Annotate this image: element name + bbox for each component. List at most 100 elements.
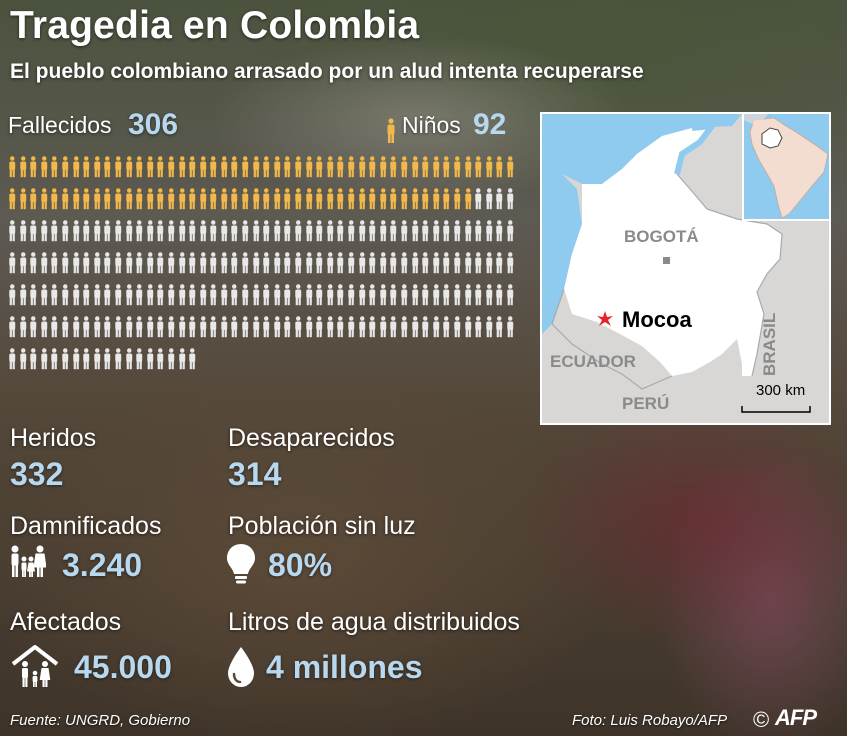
child-victim-icon xyxy=(199,156,206,178)
victims-label: Damnificados xyxy=(10,512,162,540)
child-victim-icon xyxy=(337,156,344,178)
adult-victim-icon xyxy=(72,252,79,274)
child-victim-icon xyxy=(252,156,259,178)
adult-victim-icon xyxy=(9,316,16,338)
child-victim-icon xyxy=(83,156,90,178)
adult-victim-icon xyxy=(231,316,238,338)
child-victim-icon xyxy=(157,156,164,178)
child-victim-icon xyxy=(51,188,58,210)
adult-victim-icon xyxy=(136,284,143,306)
adult-victim-icon xyxy=(475,284,482,306)
adult-victim-icon xyxy=(507,316,514,338)
adult-victim-icon xyxy=(401,252,408,274)
adult-victim-icon xyxy=(30,252,37,274)
adult-victim-icon xyxy=(422,284,429,306)
adult-victim-icon xyxy=(274,316,281,338)
child-victim-icon xyxy=(263,156,270,178)
source-note: Fuente: UNGRD, Gobierno xyxy=(10,712,191,729)
adult-victim-icon xyxy=(443,316,450,338)
child-victim-icon xyxy=(62,156,69,178)
family-icon xyxy=(11,545,46,577)
adult-victim-icon xyxy=(9,252,16,274)
south-america-inset-map xyxy=(742,114,829,221)
child-victim-icon xyxy=(9,188,16,210)
maracaibo-lake xyxy=(674,122,719,175)
adult-victim-icon xyxy=(295,220,302,242)
adult-victim-icon xyxy=(231,284,238,306)
adult-victim-icon xyxy=(263,316,270,338)
adult-victim-icon xyxy=(189,220,196,242)
child-victim-icon xyxy=(125,156,132,178)
child-victim-icon xyxy=(422,188,429,210)
adult-victim-icon xyxy=(157,252,164,274)
adult-victim-icon xyxy=(390,316,397,338)
brazil-label: BRASIL xyxy=(760,312,779,376)
child-victim-icon xyxy=(9,156,16,178)
adult-victim-icon xyxy=(380,220,387,242)
adult-victim-icon xyxy=(72,220,79,242)
adult-victim-icon xyxy=(337,316,344,338)
child-victim-icon xyxy=(358,188,365,210)
children-value: 92 xyxy=(473,108,507,141)
children-label: Niños xyxy=(402,112,461,138)
adult-victim-icon xyxy=(231,252,238,274)
child-victim-icon xyxy=(30,156,37,178)
adult-victim-icon xyxy=(125,348,132,370)
adult-victim-icon xyxy=(178,284,185,306)
adult-victim-icon xyxy=(316,220,323,242)
adult-victim-icon xyxy=(115,316,122,338)
victims-value: 3.240 xyxy=(62,547,143,583)
adult-victim-icon xyxy=(72,316,79,338)
adult-victim-icon xyxy=(464,316,471,338)
adult-victim-icon xyxy=(30,316,37,338)
child-victim-icon xyxy=(443,156,450,178)
child-victim-icon xyxy=(369,188,376,210)
adult-victim-icon xyxy=(422,316,429,338)
adult-victim-icon xyxy=(252,252,259,274)
adult-victim-icon xyxy=(242,252,249,274)
adult-victim-icon xyxy=(337,252,344,274)
adult-victim-icon xyxy=(380,252,387,274)
child-victim-icon xyxy=(189,188,196,210)
child-person-icon xyxy=(387,118,395,143)
copyright-symbol: © xyxy=(753,707,770,732)
adult-victim-icon xyxy=(316,284,323,306)
adult-victim-icon xyxy=(411,284,418,306)
adult-victim-icon xyxy=(19,252,26,274)
child-victim-icon xyxy=(221,156,228,178)
adult-victim-icon xyxy=(30,348,37,370)
adult-victim-icon xyxy=(83,348,90,370)
adult-victim-icon xyxy=(305,316,312,338)
adult-victim-icon xyxy=(94,348,100,370)
child-victim-icon xyxy=(83,188,90,210)
adult-victim-icon xyxy=(41,348,48,370)
child-victim-icon xyxy=(443,188,450,210)
child-victim-icon xyxy=(19,156,26,178)
adult-victim-icon xyxy=(380,316,387,338)
deaths-value: 306 xyxy=(128,108,179,141)
adult-victim-icon xyxy=(72,348,79,370)
child-victim-icon xyxy=(507,156,514,178)
venezuela-brazil-border xyxy=(676,173,783,377)
adult-victim-icon xyxy=(146,316,153,338)
adult-victim-icon xyxy=(136,252,143,274)
adult-victim-icon xyxy=(358,316,365,338)
adult-victim-icon xyxy=(210,284,217,306)
adult-victim-icon xyxy=(30,220,37,242)
adult-victim-icon xyxy=(263,220,270,242)
adult-victim-icon xyxy=(401,220,408,242)
adult-victim-icon xyxy=(83,284,90,306)
adult-victim-icon xyxy=(9,220,16,242)
missing-value: 314 xyxy=(228,456,282,492)
child-victim-icon xyxy=(125,188,132,210)
adult-victim-icon xyxy=(305,252,312,274)
child-victim-icon xyxy=(178,188,185,210)
adult-victim-icon xyxy=(136,220,143,242)
child-victim-icon xyxy=(115,156,122,178)
child-victim-icon xyxy=(252,188,259,210)
adult-victim-icon xyxy=(263,252,270,274)
adult-victim-icon xyxy=(210,252,217,274)
child-victim-icon xyxy=(146,188,153,210)
house-family-icon xyxy=(11,645,59,687)
caribbean-sea xyxy=(542,114,742,184)
